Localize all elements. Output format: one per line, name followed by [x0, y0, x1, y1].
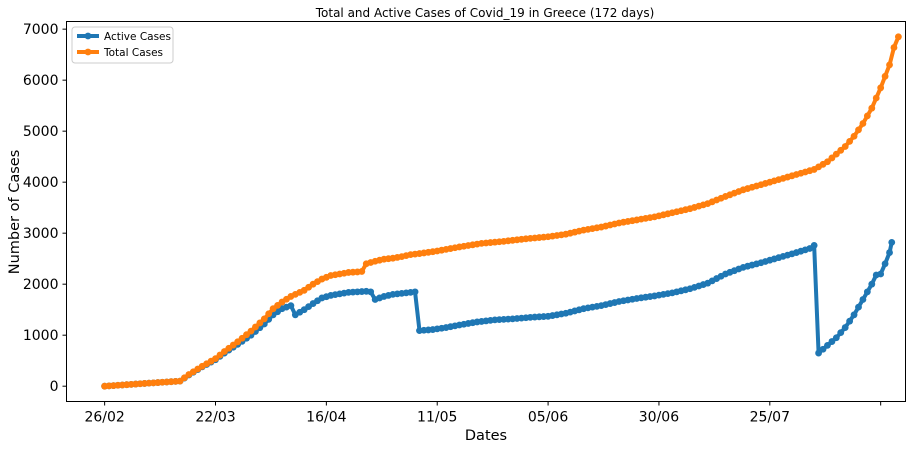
data-point	[819, 345, 827, 353]
x-tick-label: 11/05	[417, 410, 457, 426]
data-point	[850, 311, 858, 319]
series-active-cases	[101, 238, 896, 390]
data-point	[824, 158, 831, 166]
legend-label: Total Cases	[103, 47, 163, 59]
data-point	[881, 72, 889, 80]
data-point	[886, 249, 893, 256]
data-point	[247, 327, 255, 335]
data-point	[358, 268, 366, 275]
y-tick-label: 2000	[23, 277, 59, 293]
data-point	[815, 349, 822, 357]
data-point	[859, 296, 867, 303]
data-point	[859, 120, 867, 127]
y-tick-label: 3000	[23, 226, 59, 242]
x-tick-label: 22/03	[195, 410, 235, 426]
data-point	[828, 154, 836, 162]
data-point	[868, 104, 876, 112]
data-point	[895, 33, 902, 41]
legend-label: Active Cases	[104, 31, 171, 43]
data-point	[252, 323, 259, 331]
y-tick-label: 6000	[23, 73, 59, 89]
chart-title: Total and Active Cases of Covid_19 in Gr…	[315, 6, 655, 20]
data-point	[877, 270, 885, 278]
data-point	[287, 302, 295, 310]
legend-swatch-marker	[84, 48, 92, 56]
y-tick-label: 7000	[23, 22, 59, 38]
data-point	[841, 143, 849, 150]
series-line	[104, 36, 901, 389]
data-point	[837, 146, 845, 154]
data-point	[411, 288, 419, 296]
data-point	[841, 324, 849, 331]
y-tick-label: 1000	[23, 328, 59, 344]
x-tick-label: 05/06	[528, 410, 568, 426]
y-tick-label: 5000	[23, 124, 59, 140]
plot-area-frame	[66, 21, 906, 402]
legend-swatch-marker	[84, 32, 92, 40]
data-point	[888, 238, 896, 246]
data-point	[846, 317, 854, 325]
data-point	[846, 137, 854, 145]
legend: Active Cases Total Cases	[71, 26, 174, 64]
data-point	[824, 341, 831, 349]
data-point	[832, 334, 840, 342]
x-tick-label: 25/07	[750, 410, 790, 426]
data-point	[260, 315, 268, 323]
series-layer	[101, 33, 902, 390]
x-tick-label: 16/04	[306, 410, 346, 426]
data-point	[855, 126, 862, 134]
legend-items: Active Cases Total Cases	[77, 31, 171, 59]
data-point	[868, 280, 876, 288]
data-point	[881, 260, 889, 268]
data-point	[367, 288, 375, 296]
x-tick-label: 26/02	[84, 410, 124, 426]
x-tick-label: 30/06	[639, 410, 679, 426]
y-tick-label: 0	[50, 379, 59, 395]
data-point	[886, 61, 893, 69]
data-point	[256, 319, 264, 327]
data-point	[850, 132, 858, 140]
data-point	[872, 94, 880, 102]
data-point	[832, 150, 840, 158]
series-total-cases	[101, 33, 902, 390]
y-axis-label: Number of Cases	[7, 150, 23, 274]
data-point	[837, 329, 845, 337]
series-line	[104, 241, 894, 389]
data-point	[863, 288, 871, 296]
y-tick-label: 4000	[23, 175, 59, 191]
data-point	[828, 338, 836, 345]
x-axis-label: Dates	[465, 428, 507, 444]
data-point	[265, 310, 273, 318]
x-axis: 26/02 22/03 16/04 11/05 05/06 30/06 25/07	[84, 401, 882, 426]
y-axis: 0 1000 2000 3000 4000 5000 6000 7000	[23, 22, 67, 395]
data-point	[855, 303, 862, 311]
data-point	[810, 242, 818, 249]
data-point	[890, 44, 898, 51]
data-point	[877, 84, 885, 92]
data-point	[863, 112, 871, 120]
